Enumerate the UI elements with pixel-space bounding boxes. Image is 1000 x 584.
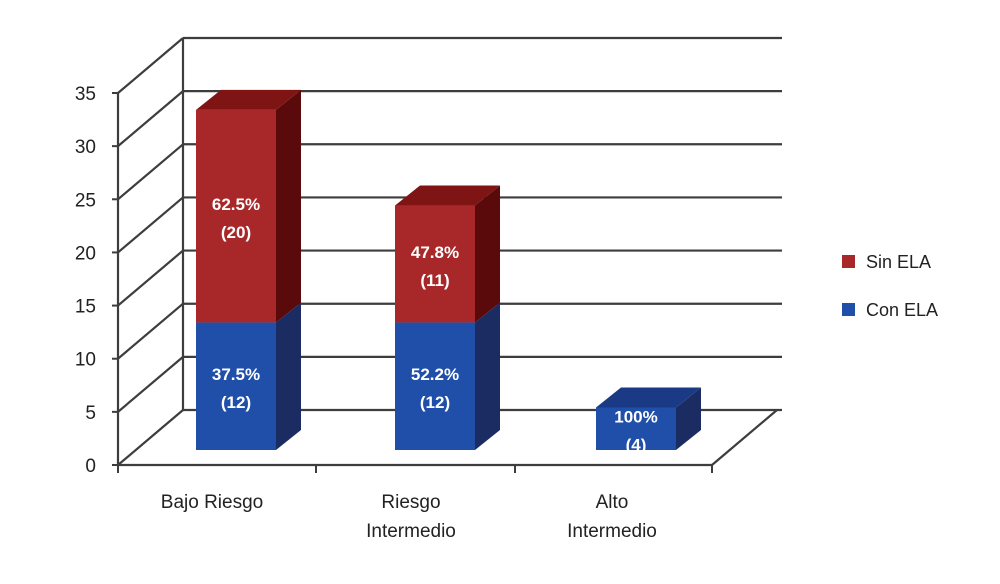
category-label: Bajo Riesgo [161,492,263,513]
legend-swatch [842,255,855,268]
data-label-count: (20) [221,223,251,242]
bar-side-con_ela [276,302,301,450]
category-label: Alto [596,492,629,513]
bar-top-sin_ela [196,89,301,110]
legend-label: Con ELA [866,300,938,320]
bar-stack: 37.5% (12) 62.5% (20) [196,89,301,450]
bar-top-sin_ela [395,185,500,206]
bar-stack: 52.2% (12) 47.8% (11) [395,185,500,450]
data-label-count: (12) [221,393,251,412]
bar-side-con_ela [475,302,500,450]
y-tick-label: 30 [75,137,96,158]
gridline-wall [117,356,184,413]
y-tick-label: 5 [85,403,96,424]
y-tick-label: 20 [75,243,96,264]
y-tick-label: 10 [75,350,96,371]
bar-segment-con_ela [196,322,276,450]
category-label: Intermedio [366,521,456,542]
legend-label: Sin ELA [866,252,931,272]
bar-segment-con_ela [596,407,676,450]
y-tick-label: 25 [75,190,96,211]
bar-segment-con_ela [395,322,475,450]
category-label: Intermedio [567,521,657,542]
bars-layer: 37.5% (12) 62.5% (20) 52.2% (12) 47.8% (11) 100%… [196,89,701,455]
data-label-count: (12) [420,393,450,412]
y-tick-label: 35 [75,84,96,105]
gridline-wall [117,143,184,201]
bar-side-con_ela [676,387,701,450]
bar-segment-sin_ela [196,109,276,323]
gridline-wall [117,302,184,360]
data-label-percent: 52.2% [411,365,459,384]
data-label-percent: 100% [614,408,657,427]
data-label-count: (11) [420,271,449,290]
bar-segment-sin_ela [395,205,475,323]
gridline-wall [117,37,184,94]
axis-layer: 0 5 10 15 20 25 30 35 Bajo Riesgo Riesgo Intermedi… [75,84,713,542]
bar-top-con_ela [596,387,701,408]
y-tick-label: 15 [75,297,96,318]
legend: Sin ELA Con ELA [842,252,938,320]
y-tick-label: 0 [85,456,96,477]
gridline-wall [117,409,184,466]
bar-stack: 100% (4) [596,387,701,455]
category-label: Riesgo [381,492,440,513]
bar-side-sin_ela [276,89,301,323]
data-label-count: (4) [626,436,647,455]
gridline-wall [117,90,184,147]
bar-side-sin_ela [475,185,500,323]
data-label-percent: 37.5% [212,365,260,384]
floor-right-edge [711,409,778,466]
legend-swatch [842,303,855,316]
data-label-percent: 47.8% [411,243,459,262]
gridline-wall [117,196,184,254]
gridline-wall [117,249,184,307]
data-label-percent: 62.5% [212,195,260,214]
